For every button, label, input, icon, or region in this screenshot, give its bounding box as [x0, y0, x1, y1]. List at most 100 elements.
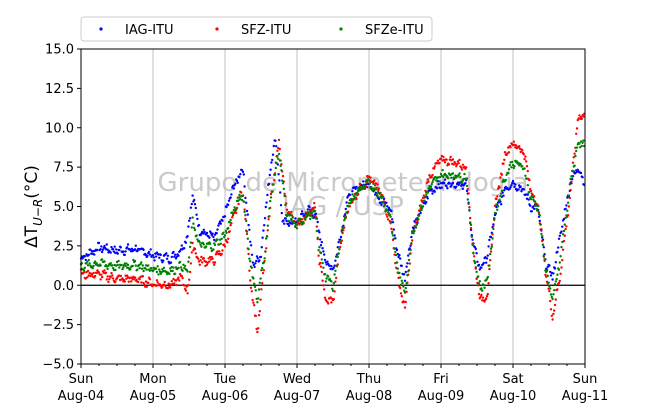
data-point — [162, 266, 166, 269]
data-point — [420, 208, 423, 212]
data-point — [93, 253, 96, 256]
data-point — [240, 198, 244, 202]
data-point — [273, 179, 276, 182]
data-point — [406, 262, 409, 265]
data-point — [267, 215, 270, 218]
data-point — [153, 259, 156, 262]
data-point — [417, 218, 420, 221]
data-point — [326, 260, 329, 263]
data-point — [395, 261, 399, 264]
data-point — [301, 212, 304, 215]
data-point — [405, 282, 408, 285]
data-point — [491, 237, 494, 240]
data-point — [213, 233, 217, 236]
data-point — [485, 261, 488, 264]
data-point — [533, 204, 537, 208]
data-point — [235, 208, 238, 211]
data-point — [235, 211, 238, 215]
data-point — [115, 248, 118, 251]
data-point — [141, 275, 144, 278]
data-point — [213, 243, 217, 247]
data-point — [269, 199, 272, 203]
data-point — [380, 203, 383, 206]
data-point — [480, 287, 483, 290]
data-point — [330, 301, 333, 304]
data-point — [328, 277, 331, 281]
data-point — [158, 256, 161, 259]
data-point — [170, 255, 173, 259]
data-point — [201, 261, 204, 264]
data-point — [268, 173, 271, 177]
data-point — [142, 248, 145, 252]
data-point — [403, 291, 407, 294]
data-point — [179, 266, 183, 269]
data-point — [256, 301, 259, 304]
data-point — [274, 166, 277, 170]
data-point — [552, 293, 555, 296]
data-point — [95, 262, 98, 265]
data-point — [239, 198, 242, 201]
data-point — [519, 185, 522, 188]
data-point — [225, 205, 228, 209]
data-point — [494, 211, 497, 215]
data-point — [238, 176, 241, 179]
data-point — [111, 277, 115, 280]
data-point — [399, 292, 403, 295]
data-point — [337, 241, 340, 244]
data-point — [525, 165, 529, 168]
data-point — [236, 181, 239, 184]
data-point — [503, 189, 506, 192]
data-point — [319, 238, 322, 241]
data-point — [580, 117, 583, 121]
data-point — [334, 280, 337, 283]
data-point — [515, 160, 519, 163]
data-point — [148, 269, 152, 272]
data-point — [467, 192, 470, 195]
data-point — [347, 205, 350, 208]
x-axis: Sun Aug-04 Mon Aug-05 Tue Aug-06 Wed Aug-07 Thu A… — [58, 364, 608, 404]
data-point — [401, 281, 404, 285]
data-point — [335, 276, 338, 280]
data-point — [362, 180, 365, 183]
data-point — [517, 188, 520, 191]
data-point — [345, 211, 348, 214]
data-point — [257, 314, 261, 317]
data-point — [255, 255, 259, 258]
data-point — [212, 235, 215, 239]
data-point — [254, 314, 257, 318]
data-point — [550, 295, 553, 299]
data-point — [504, 178, 507, 182]
data-point — [500, 192, 503, 195]
data-point — [419, 211, 422, 215]
data-point — [502, 194, 505, 197]
data-point — [253, 304, 256, 307]
data-point — [223, 245, 227, 248]
data-point — [334, 269, 337, 272]
data-point — [557, 281, 561, 285]
data-point — [133, 248, 137, 251]
data-point — [178, 279, 181, 282]
data-point — [480, 293, 483, 297]
data-point — [169, 267, 172, 270]
data-point — [489, 247, 493, 250]
data-point — [565, 225, 568, 228]
data-point — [524, 155, 527, 158]
data-point — [562, 229, 566, 233]
data-point — [471, 238, 474, 241]
data-point — [93, 260, 97, 263]
data-point — [188, 219, 191, 222]
data-point — [251, 298, 254, 302]
data-point — [571, 169, 575, 173]
data-point — [307, 214, 310, 217]
data-point — [326, 300, 329, 303]
data-point — [408, 252, 411, 255]
data-point — [323, 273, 327, 276]
data-point — [184, 241, 188, 244]
data-point — [431, 192, 434, 195]
data-point — [495, 197, 498, 201]
data-point — [355, 185, 358, 189]
data-point — [283, 192, 286, 195]
data-point — [227, 226, 230, 230]
data-point — [445, 158, 448, 161]
data-point — [483, 300, 486, 303]
